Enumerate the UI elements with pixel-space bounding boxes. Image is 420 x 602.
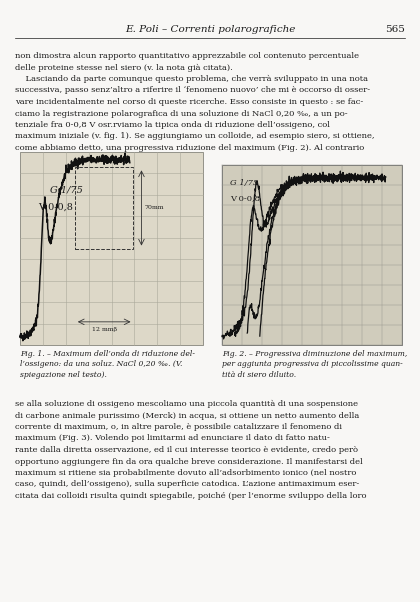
- Text: 12 mmβ: 12 mmβ: [92, 327, 117, 332]
- Text: spiegazione nel testo).: spiegazione nel testo).: [20, 371, 107, 379]
- Text: G 1/75: G 1/75: [50, 185, 83, 194]
- Bar: [20, 152, 203, 345]
- Text: V 0-0,8: V 0-0,8: [230, 194, 260, 202]
- Text: G 1/75: G 1/75: [230, 179, 258, 187]
- Text: vare incidentalmente nel corso di queste ricerche. Esso consiste in questo : se : vare incidentalmente nel corso di queste…: [15, 98, 363, 106]
- Text: tità di siero diluito.: tità di siero diluito.: [222, 371, 296, 379]
- Text: corrente di maximum, o, in altre parole, è possibile catalizzare il fenomeno di: corrente di maximum, o, in altre parole,…: [15, 423, 342, 431]
- Text: non dimostra alcun rapporto quantitativo apprezzabile col contenuto percentuale: non dimostra alcun rapporto quantitativo…: [15, 52, 359, 60]
- Text: opportuno aggiungere fin da ora qualche breve considerazione. Il manifestarsi de: opportuno aggiungere fin da ora qualche …: [15, 458, 363, 465]
- Text: V 0-0,8: V 0-0,8: [38, 202, 73, 211]
- Text: maximum iniziale (v. fig. 1). Se aggiungiamo un colloide, ad esempio siero, si o: maximum iniziale (v. fig. 1). Se aggiung…: [15, 132, 375, 140]
- Text: ciamo la registrazione polarografica di una soluzione di NaCl 0,20 ‰, a un po-: ciamo la registrazione polarografica di …: [15, 110, 348, 117]
- Text: maximum si ritiene sia probabilmente dovuto all’adsorbimento ionico (nel nostro: maximum si ritiene sia probabilmente dov…: [15, 469, 357, 477]
- Text: citata dai colloidi risulta quindi spiegabile, poiché (per l’enorme sviluppo del: citata dai colloidi risulta quindi spieg…: [15, 492, 367, 500]
- Text: Fig. 2. – Progressiva diminuzione del maximum,: Fig. 2. – Progressiva diminuzione del ma…: [222, 350, 407, 358]
- Text: Lasciando da parte comunque questo problema, che verrà sviluppato in una nota: Lasciando da parte comunque questo probl…: [15, 75, 368, 83]
- Text: 70mm: 70mm: [144, 205, 164, 211]
- Text: l’ossigeno: da una soluz. NaCl 0,20 ‰. (V.: l’ossigeno: da una soluz. NaCl 0,20 ‰. (…: [20, 361, 182, 368]
- Text: per aggiunta progressiva di piccolissime quan-: per aggiunta progressiva di piccolissime…: [222, 361, 403, 368]
- Text: come abbiamo detto, una progressiva riduzione del maximum (Fig. 2). Al contrario: come abbiamo detto, una progressiva ridu…: [15, 144, 364, 152]
- Text: E. Poli – Correnti polarografiche: E. Poli – Correnti polarografiche: [125, 25, 295, 34]
- Bar: [222, 165, 402, 345]
- Text: di carbone animale purissimo (Merck) in acqua, si ottiene un netto aumento della: di carbone animale purissimo (Merck) in …: [15, 412, 359, 420]
- Text: 565: 565: [385, 25, 405, 34]
- Text: tenziale fra 0-0,8 V osr.rviamo la tipica onda di riduzione dell’ossigeno, col: tenziale fra 0-0,8 V osr.rviamo la tipic…: [15, 121, 330, 129]
- Text: delle proteine stesse nel siero (v. la nota già citata).: delle proteine stesse nel siero (v. la n…: [15, 63, 233, 72]
- Text: caso, quindi, dell’ossigeno), sulla superficie catodica. L’azione antimaximum es: caso, quindi, dell’ossigeno), sulla supe…: [15, 480, 359, 488]
- Text: rante dalla diretta osservazione, ed il cui interesse teorico è evidente, credo : rante dalla diretta osservazione, ed il …: [15, 446, 358, 454]
- Text: Fig. 1. – Maximum dell’onda di riduzione del-: Fig. 1. – Maximum dell’onda di riduzione…: [20, 350, 195, 358]
- Text: successiva, passo senz’altro a riferire il ‘fenomeno nuovo’ che mi è occorso di : successiva, passo senz’altro a riferire …: [15, 87, 370, 95]
- Text: se alla soluzione di ossigeno mescoliamo una piccola quantità di una sospensione: se alla soluzione di ossigeno mescoliamo…: [15, 400, 358, 408]
- Bar: [75, 167, 134, 249]
- Text: maximum (Fig. 3). Volendo poi limitarmi ad enunciare il dato di fatto natu-: maximum (Fig. 3). Volendo poi limitarmi …: [15, 435, 330, 442]
